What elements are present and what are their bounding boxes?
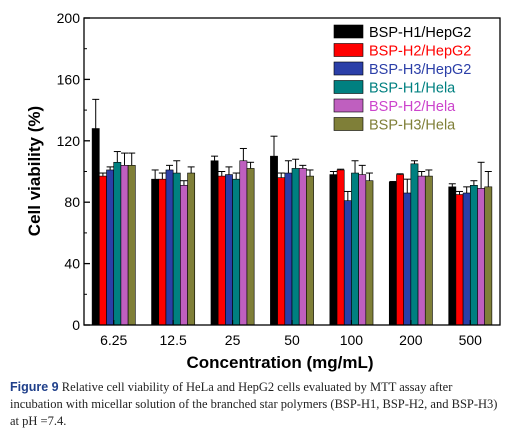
x-tick-label: 200 (399, 332, 423, 348)
bar (484, 186, 493, 326)
y-axis-label: Cell viability (%) (25, 106, 44, 236)
x-axis: 6.25 12.5 25 50 100 200 500 (100, 320, 482, 348)
x-axis-label: Concentration (mg/mL) (187, 353, 374, 372)
legend-swatch (333, 61, 364, 76)
bar (113, 161, 122, 326)
figure-label: Figure 9 (10, 380, 59, 394)
bar (410, 163, 419, 326)
bar-chart: 0 40 80 120 160 200 6.25 12.5 25 50 100 200 500 BSP… (25, 10, 501, 372)
bar-series-group (91, 128, 493, 326)
legend-swatch (333, 98, 364, 113)
x-tick-label: 25 (225, 332, 241, 348)
legend-label: BSP-H2/HepG2 (369, 44, 471, 60)
y-tick-label: 160 (57, 71, 81, 87)
bar (469, 185, 478, 326)
bar (210, 160, 219, 326)
y-tick-label: 120 (57, 133, 81, 149)
x-tick-label: 6.25 (100, 332, 127, 348)
legend-label: BSP-H1/HepG2 (369, 25, 471, 41)
legend-label: BSP-H1/Hela (369, 81, 456, 97)
y-tick-label: 80 (64, 194, 80, 210)
y-tick-label: 40 (64, 256, 80, 272)
x-tick-label: 50 (284, 332, 300, 348)
bar (388, 181, 397, 326)
bar (455, 194, 464, 326)
bar (165, 169, 174, 326)
bar (106, 169, 115, 326)
bar (351, 172, 359, 326)
bar (217, 175, 226, 326)
bar (270, 155, 278, 326)
legend: BSP-H1/HepG2 BSP-H2/HepG2 BSP-H3/HepG2 BSP-… (333, 24, 471, 134)
legend-swatch (333, 80, 364, 94)
bar (462, 192, 471, 326)
bar (246, 168, 255, 326)
bar (298, 168, 307, 326)
legend-label: BSP-H3/HepG2 (369, 62, 471, 78)
bar (225, 174, 233, 326)
y-tick-label: 200 (57, 10, 81, 26)
bar (239, 160, 248, 326)
legend-swatch (333, 24, 364, 39)
y-tick-label: 0 (72, 317, 80, 333)
error-bar-group (92, 98, 492, 201)
bar (448, 186, 457, 326)
bar (358, 174, 367, 326)
bar (396, 174, 404, 326)
figure-caption-text: Relative cell viability of HeLa and HepG… (10, 380, 498, 428)
legend-swatch (333, 43, 364, 57)
legend-label: BSP-H2/Hela (369, 99, 456, 115)
bar (306, 175, 314, 326)
bar (403, 192, 412, 326)
bar (91, 128, 100, 326)
bar (99, 175, 107, 326)
bar (120, 165, 129, 326)
bar (477, 188, 485, 326)
x-tick-label: 100 (340, 332, 364, 348)
bar (277, 177, 286, 326)
bar (343, 200, 352, 326)
bar (424, 175, 433, 326)
bar (232, 178, 241, 326)
bar (180, 185, 188, 326)
x-tick-label: 12.5 (160, 332, 187, 348)
bar (158, 178, 167, 326)
bar (329, 174, 338, 326)
bar (417, 175, 426, 326)
legend-swatch (333, 117, 364, 131)
bar (284, 172, 293, 326)
bar (172, 172, 181, 326)
legend-label: BSP-H3/Hela (369, 118, 456, 134)
x-tick-label: 500 (459, 332, 483, 348)
bar (187, 172, 196, 326)
figure-caption: Figure 9 Relative cell viability of HeLa… (10, 379, 500, 430)
bar (365, 180, 374, 326)
bar (336, 169, 345, 326)
y-axis: 0 40 80 120 160 200 (57, 10, 90, 333)
bar (151, 178, 160, 326)
bar (127, 165, 136, 326)
bar (291, 168, 300, 326)
